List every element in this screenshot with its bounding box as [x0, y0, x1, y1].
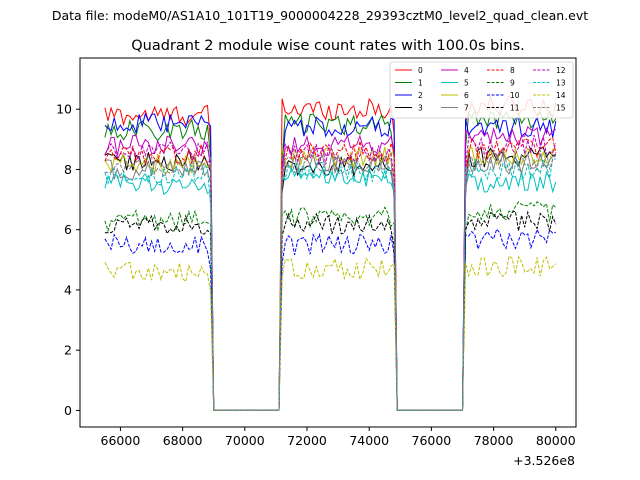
- x-tick-label: 74000: [349, 433, 389, 448]
- series-line-14: [104, 255, 557, 411]
- legend-label-15: 15: [556, 103, 566, 112]
- x-tick-label: 76000: [412, 433, 452, 448]
- chart-title: Quadrant 2 module wise count rates with …: [131, 38, 525, 54]
- y-tick-label: 10: [56, 102, 72, 117]
- y-tick-label: 8: [64, 162, 72, 177]
- y-tick-label: 6: [64, 222, 72, 237]
- series-line-9: [104, 201, 557, 411]
- plot-background: [80, 58, 576, 427]
- x-tick-label: 70000: [225, 433, 265, 448]
- legend-label-7: 7: [464, 103, 469, 112]
- legend-label-12: 12: [556, 66, 566, 75]
- legend-label-1: 1: [418, 78, 423, 87]
- series-line-11: [104, 210, 557, 411]
- series-line-10: [104, 228, 556, 411]
- series-line-15: [104, 149, 557, 411]
- legend-label-5: 5: [464, 78, 469, 87]
- axes: 66000 68000 70000 72000 74000 76000 78000 80000…: [56, 57, 577, 448]
- legend-box: [389, 61, 574, 119]
- legend-label-14: 14: [556, 91, 566, 100]
- series-line-13: [104, 157, 556, 411]
- series-line-5: [104, 166, 557, 411]
- series-line-2: [104, 112, 557, 411]
- y-tick-label: 2: [64, 343, 72, 358]
- x-tick-label: 66000: [101, 433, 141, 448]
- series-line-6: [104, 144, 556, 411]
- y-tick-label: 0: [64, 403, 72, 418]
- legend-label-3: 3: [418, 103, 423, 112]
- legend-label-0: 0: [418, 66, 423, 75]
- x-tick-label: 68000: [163, 433, 203, 448]
- series-line-4: [104, 125, 557, 411]
- figure-suptitle: Data file: modeM0/AS1A10_101T19_90000042…: [52, 8, 588, 23]
- legend-label-6: 6: [464, 91, 469, 100]
- series-line-7: [104, 152, 556, 411]
- legend-label-2: 2: [418, 91, 423, 100]
- axes-frame: [79, 57, 577, 428]
- data-lines: [104, 94, 557, 411]
- legend-label-10: 10: [510, 91, 520, 100]
- x-tick-label: 72000: [287, 433, 327, 448]
- legend-label-9: 9: [510, 78, 515, 87]
- x-tick-label: 78000: [474, 433, 514, 448]
- series-line-12: [104, 134, 557, 411]
- x-offset-label: +3.526e8: [513, 453, 575, 468]
- legend-label-13: 13: [556, 78, 566, 87]
- y-tick-label: 4: [64, 282, 72, 297]
- legend-label-11: 11: [510, 103, 520, 112]
- plot-area: [80, 58, 576, 427]
- legend-label-4: 4: [464, 66, 469, 75]
- x-tick-label: 80000: [536, 433, 576, 448]
- legend-label-8: 8: [510, 66, 515, 75]
